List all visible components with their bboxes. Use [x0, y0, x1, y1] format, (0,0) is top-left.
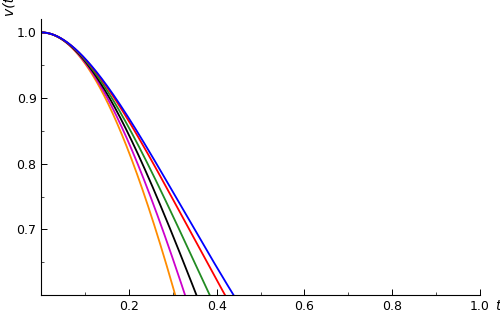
Y-axis label: v(t): v(t): [1, 0, 15, 15]
X-axis label: t: t: [494, 299, 500, 313]
